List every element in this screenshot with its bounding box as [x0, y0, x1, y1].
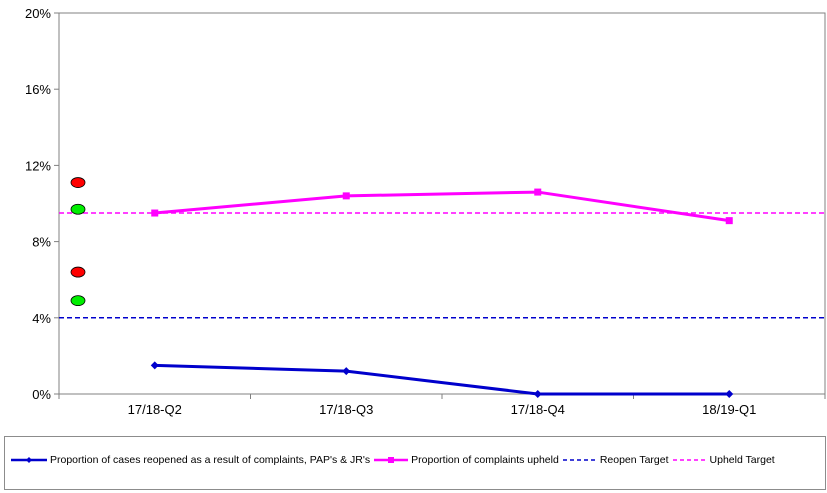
y-tick-label: 12%: [25, 158, 51, 173]
upheld-point: [725, 217, 733, 225]
legend-row: Proportion of cases reopened as a result…: [11, 454, 779, 466]
reopened-point: [533, 390, 542, 398]
y-tick-label: 0%: [32, 387, 51, 402]
status-indicator: [70, 295, 86, 307]
reopened-series-line: [154, 363, 730, 396]
upheld-series-line: [154, 190, 730, 223]
chart-area: 0% 4% 8% 12% 16% 20% 17/18-Q2 17/18-Q3 17/18-Q4…: [25, 6, 826, 417]
reopened-point: [150, 361, 159, 370]
x-axis: 17/18-Q2 17/18-Q3 17/18-Q4 18/19-Q1: [58, 394, 826, 417]
legend-item-reopen-target: Reopen Target: [562, 454, 669, 466]
y-tick-label: 8%: [32, 235, 51, 250]
status-indicators: [70, 177, 86, 307]
y-tick-label: 4%: [32, 311, 51, 326]
x-tick-label: 17/18-Q2: [128, 402, 182, 417]
legend-item-upheld-target: Upheld Target: [672, 454, 775, 466]
x-tick-label: 17/18-Q3: [319, 402, 373, 417]
status-indicator: [70, 266, 86, 278]
legend-swatch-reopen-target: [562, 459, 597, 461]
target-lines: [59, 212, 825, 319]
legend-label-reopen-target: Reopen Target: [599, 454, 669, 466]
y-tick-label: 20%: [25, 6, 51, 21]
status-indicator: [70, 177, 86, 188]
legend-label-reopened: Proportion of cases reopened as a result…: [50, 454, 371, 466]
upheld-point: [342, 192, 350, 200]
x-tick-label: 18/19-Q1: [702, 402, 756, 417]
series-group: [150, 188, 734, 398]
legend-item-reopened: Proportion of cases reopened as a result…: [11, 454, 370, 466]
legend: Proportion of cases reopened as a result…: [4, 436, 826, 490]
y-axis: 0% 4% 8% 12% 16% 20%: [25, 6, 59, 402]
upheld-point: [534, 188, 542, 196]
legend-swatch-upheld-target: [672, 459, 707, 461]
upheld-point: [151, 209, 159, 217]
x-tick-label: 17/18-Q4: [511, 402, 565, 417]
plot-frame: [58, 12, 826, 395]
reopened-point: [725, 390, 734, 398]
y-tick-label: 16%: [25, 82, 51, 97]
legend-label-upheld: Proportion of complaints upheld: [411, 454, 559, 466]
legend-item-upheld: Proportion of complaints upheld: [374, 454, 559, 466]
legend-swatch-upheld: [374, 457, 409, 463]
legend-label-upheld-target: Upheld Target: [709, 454, 775, 466]
reopened-point: [342, 367, 351, 376]
status-indicator: [70, 203, 86, 215]
legend-swatch-reopened: [11, 457, 47, 463]
